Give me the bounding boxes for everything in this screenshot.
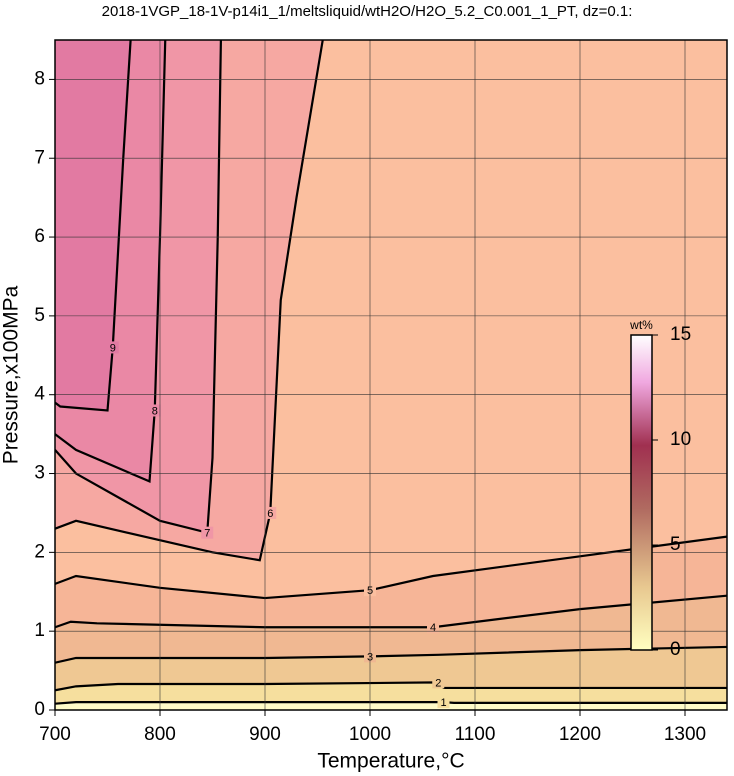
contour-label: 4	[430, 622, 436, 634]
y-tick-label: 1	[34, 620, 45, 641]
y-tick-label: 8	[34, 68, 45, 89]
y-tick-label: 3	[34, 463, 45, 484]
contour-label-bg	[148, 404, 161, 417]
contour-label-bg	[201, 526, 214, 539]
colorbar	[630, 334, 653, 651]
x-tick-label: 900	[249, 724, 281, 745]
contour-line	[55, 535, 727, 600]
colorbar-tick-label: 15	[670, 324, 691, 345]
x-tick-label: 1000	[349, 724, 391, 745]
x-tick-label: 1200	[559, 724, 601, 745]
contour-line	[55, 40, 132, 412]
contour-label: 9	[110, 342, 116, 354]
colorbar-tick-label: 10	[670, 429, 691, 450]
y-tick-label: 6	[34, 226, 45, 247]
contour-label-bg	[264, 506, 277, 519]
contour-label: 2	[435, 677, 441, 689]
contour-label-bg	[106, 341, 119, 354]
y-axis-label: Pressure,x100MPa	[0, 285, 23, 464]
x-tick-label: 800	[144, 724, 176, 745]
contour-line	[55, 701, 727, 705]
contour-fill	[55, 40, 131, 411]
contour-line	[55, 594, 727, 629]
y-tick-label: 0	[34, 699, 45, 720]
contour-label-bg	[432, 676, 445, 689]
y-tick-label: 4	[34, 384, 45, 405]
colorbar-tick-label: 5	[670, 534, 681, 555]
plot-frame	[54, 39, 728, 711]
y-tick-label: 7	[34, 147, 45, 168]
contour-line	[55, 40, 167, 484]
contour-label: 7	[204, 528, 210, 540]
contour-label: 1	[440, 697, 446, 709]
x-tick-label: 1300	[664, 724, 706, 745]
contour-label: 8	[152, 405, 158, 417]
colorbar-tick-label: 0	[670, 639, 681, 660]
colorbar-label: wt%	[629, 318, 653, 332]
contour-label-bg	[437, 696, 450, 709]
contour-label-bg	[427, 621, 439, 634]
x-tick-label: 700	[39, 724, 71, 745]
overlay: 700 800 900 1000 1100 1200 1300 0 1 2 3 4 5 6 7 8 wt% 0 5 1…	[34, 39, 728, 745]
contour-label: 6	[267, 508, 273, 520]
contour-line	[55, 645, 727, 664]
x-tick-label: 1100	[455, 724, 496, 745]
y-tick-label: 2	[34, 541, 45, 562]
y-tick-label: 5	[34, 305, 45, 326]
contour-line	[55, 681, 727, 692]
x-axis-label: Temperature,°C	[317, 750, 464, 773]
chart-title: 2018-1VGP_18-1V-p14i1_1/meltsliquid/wtH2…	[102, 3, 633, 20]
